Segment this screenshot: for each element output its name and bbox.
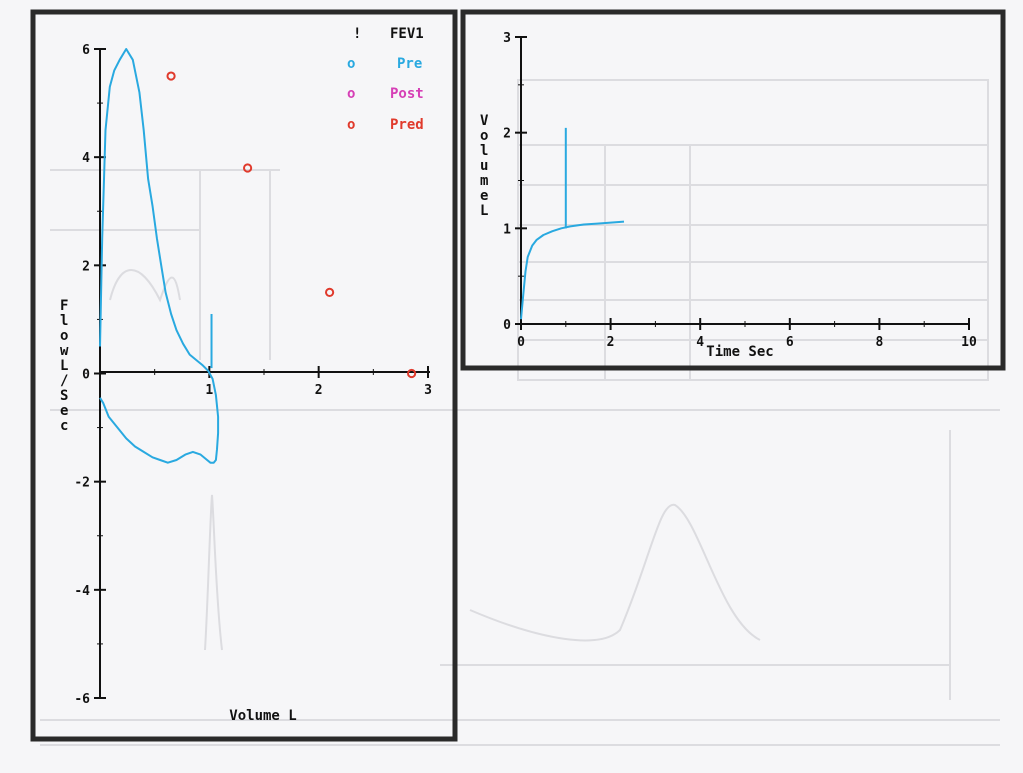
flow-y-tick-label: -6 — [74, 692, 90, 707]
volume-time-marks — [520, 127, 625, 320]
flow-pre-curve — [99, 48, 220, 464]
legend-marker-pre: o — [347, 56, 355, 72]
flow-volume-marks — [99, 48, 417, 464]
volume-x-tick-label: 0 — [517, 335, 525, 350]
volume-time-frame — [460, 9, 1006, 371]
flow-volume-ticks: -6 -4 -2 0 2 4 6 1 2 3 — [74, 43, 432, 707]
flow-y-tick-label: -4 — [74, 584, 90, 599]
legend-marker-post: o — [347, 86, 355, 102]
flow-y-tick-label: -2 — [74, 476, 90, 491]
volume-x-tick-label: 2 — [607, 335, 615, 350]
flow-x-tick-label: 1 — [205, 383, 213, 398]
flow-x-axis-title: Volume L — [229, 708, 296, 724]
volume-y-tick-label: 3 — [503, 31, 511, 46]
legend-label-pred: Pred — [390, 117, 424, 133]
volume-y-tick-label: 2 — [503, 127, 511, 142]
time-x-axis-title: Time Sec — [706, 344, 773, 360]
legend: ! FEV1 o Pre o Post o Pred — [347, 26, 424, 133]
flow-x-tick-label: 3 — [424, 383, 432, 398]
flow-x-tick-label: 2 — [315, 383, 323, 398]
legend-marker-pred: o — [347, 117, 355, 133]
volume-x-tick-label: 6 — [786, 335, 794, 350]
flow-pred-point — [407, 368, 417, 379]
legend-label-post: Post — [390, 86, 424, 102]
volume-x-tick-label: 10 — [961, 335, 977, 350]
flow-volume-frame — [30, 9, 458, 742]
flow-pred-point — [166, 71, 176, 81]
volume-pre-curve — [520, 220, 625, 320]
volume-y-tick-label: 0 — [503, 318, 511, 333]
volume-x-tick-label: 8 — [875, 335, 883, 350]
legend-marker-fev1: ! — [353, 26, 361, 42]
flow-y-tick-label: 2 — [82, 259, 90, 274]
legend-label-fev1: FEV1 — [390, 26, 424, 42]
volume-y-tick-label: 1 — [503, 222, 511, 237]
flow-y-tick-label: 4 — [82, 151, 90, 166]
flow-pred-point — [243, 163, 253, 173]
flow-pred-point — [325, 287, 335, 297]
legend-label-pre: Pre — [397, 56, 422, 72]
volume-x-tick-label: 4 — [696, 335, 704, 350]
volume-time-ticks: 0 1 2 3 0 2 4 6 8 10 — [503, 31, 977, 350]
flow-y-tick-label: 0 — [82, 368, 90, 383]
flow-y-tick-label: 6 — [82, 43, 90, 58]
